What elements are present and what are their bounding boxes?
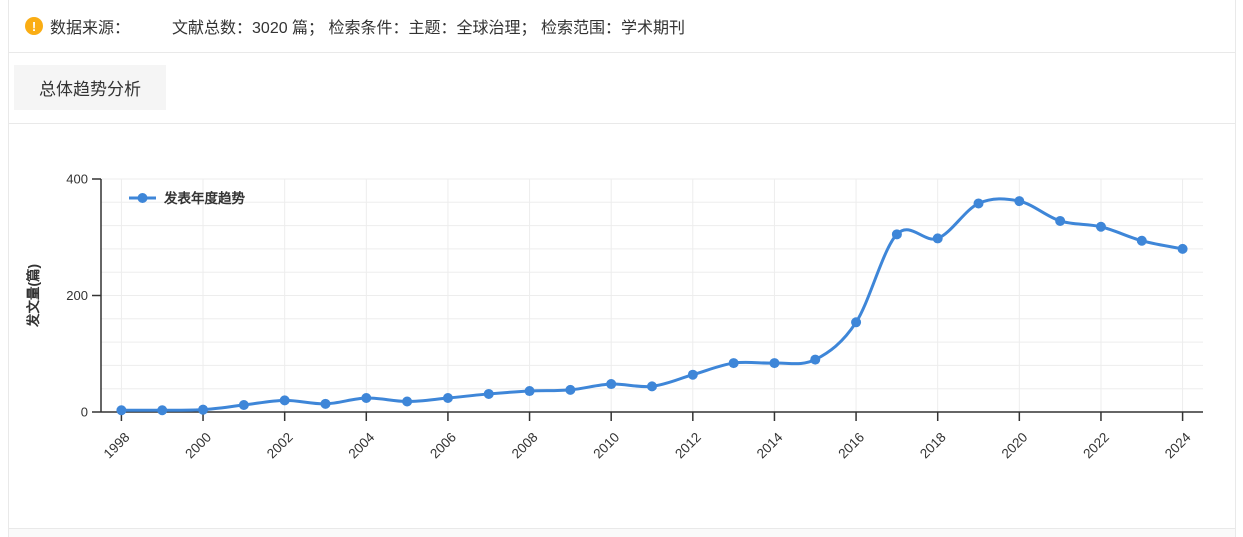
data-point-2008[interactable]	[524, 386, 535, 397]
x-tick-label: 2016	[835, 430, 867, 462]
legend-annual-trend[interactable]: 发表年度趋势	[129, 190, 245, 206]
y-tick-label: 0	[81, 405, 88, 420]
search-summary: 文献总数：3020 篇； 检索条件：主题：全球治理； 检索范围：学术期刊	[172, 20, 685, 37]
x-tick-label: 2000	[182, 430, 214, 462]
data-point-2024[interactable]	[1177, 243, 1188, 254]
tab-overall-trend-analysis[interactable]: 总体趋势分析	[14, 65, 166, 110]
y-tick-label: 400	[66, 172, 88, 187]
data-point-1999[interactable]	[157, 405, 168, 416]
x-tick-label: 2024	[1162, 429, 1194, 461]
data-source-bar: ! 数据来源： 文献总数：3020 篇； 检索条件：主题：全球治理； 检索范围：…	[9, 0, 1235, 53]
section-tabs: 总体趋势分析	[9, 53, 1235, 124]
data-point-2014[interactable]	[769, 358, 780, 369]
data-point-2023[interactable]	[1136, 235, 1147, 246]
publication-trend-chart: 0 200 400 1998 2000 2002 2004 2006 2008 2010 2012 2…	[25, 172, 1203, 462]
data-point-2020[interactable]	[1014, 196, 1025, 207]
data-point-2010[interactable]	[606, 379, 617, 390]
data-point-2019[interactable]	[973, 198, 984, 209]
x-tick-label: 2004	[346, 429, 378, 461]
x-tick-label: 2006	[427, 430, 459, 462]
data-point-2012[interactable]	[687, 369, 698, 380]
data-point-2016[interactable]	[851, 317, 862, 328]
data-source-label: 数据来源：	[50, 20, 131, 37]
data-point-2000[interactable]	[198, 404, 209, 415]
legend-label: 发表年度趋势	[163, 190, 245, 206]
trend-chart-panel: 0 200 400 1998 2000 2002 2004 2006 2008 2010 2012 2…	[9, 124, 1235, 529]
x-tick-label: 2022	[1080, 430, 1112, 462]
legend-dot-marker	[137, 193, 148, 203]
data-point-2017[interactable]	[891, 229, 902, 240]
x-tick-label: 2014	[754, 429, 786, 461]
trend-line	[121, 197, 1183, 412]
y-tick-label: 200	[66, 288, 88, 303]
data-point-1998[interactable]	[116, 405, 127, 416]
data-point-2015[interactable]	[810, 354, 821, 365]
data-point-2018[interactable]	[932, 233, 943, 244]
data-point-2013[interactable]	[728, 358, 739, 369]
next-section-partial	[9, 529, 1235, 537]
data-point-2001[interactable]	[238, 400, 249, 411]
analysis-card: ! 数据来源： 文献总数：3020 篇； 检索条件：主题：全球治理； 检索范围：…	[8, 0, 1236, 537]
data-point-2011[interactable]	[647, 381, 657, 392]
x-tick-label: 2010	[590, 430, 622, 462]
y-axis-title: 发文量(篇)	[25, 264, 41, 328]
data-point-2006[interactable]	[442, 393, 453, 404]
data-point-2003[interactable]	[320, 398, 331, 409]
x-tick-label: 2018	[917, 430, 949, 462]
data-point-2002[interactable]	[279, 395, 290, 406]
x-tick-label: 2020	[999, 430, 1031, 462]
data-point-2005[interactable]	[402, 396, 413, 407]
data-point-2004[interactable]	[361, 393, 372, 404]
data-point-2022[interactable]	[1095, 221, 1106, 232]
x-tick-label: 2008	[509, 430, 541, 462]
x-tick-label: 2002	[264, 430, 296, 462]
warning-icon: !	[25, 17, 43, 35]
x-tick-label: 1998	[101, 430, 133, 462]
data-point-2009[interactable]	[565, 384, 576, 395]
data-point-2007[interactable]	[483, 388, 494, 399]
data-point-2021[interactable]	[1055, 215, 1066, 226]
x-tick-label: 2012	[672, 430, 704, 462]
